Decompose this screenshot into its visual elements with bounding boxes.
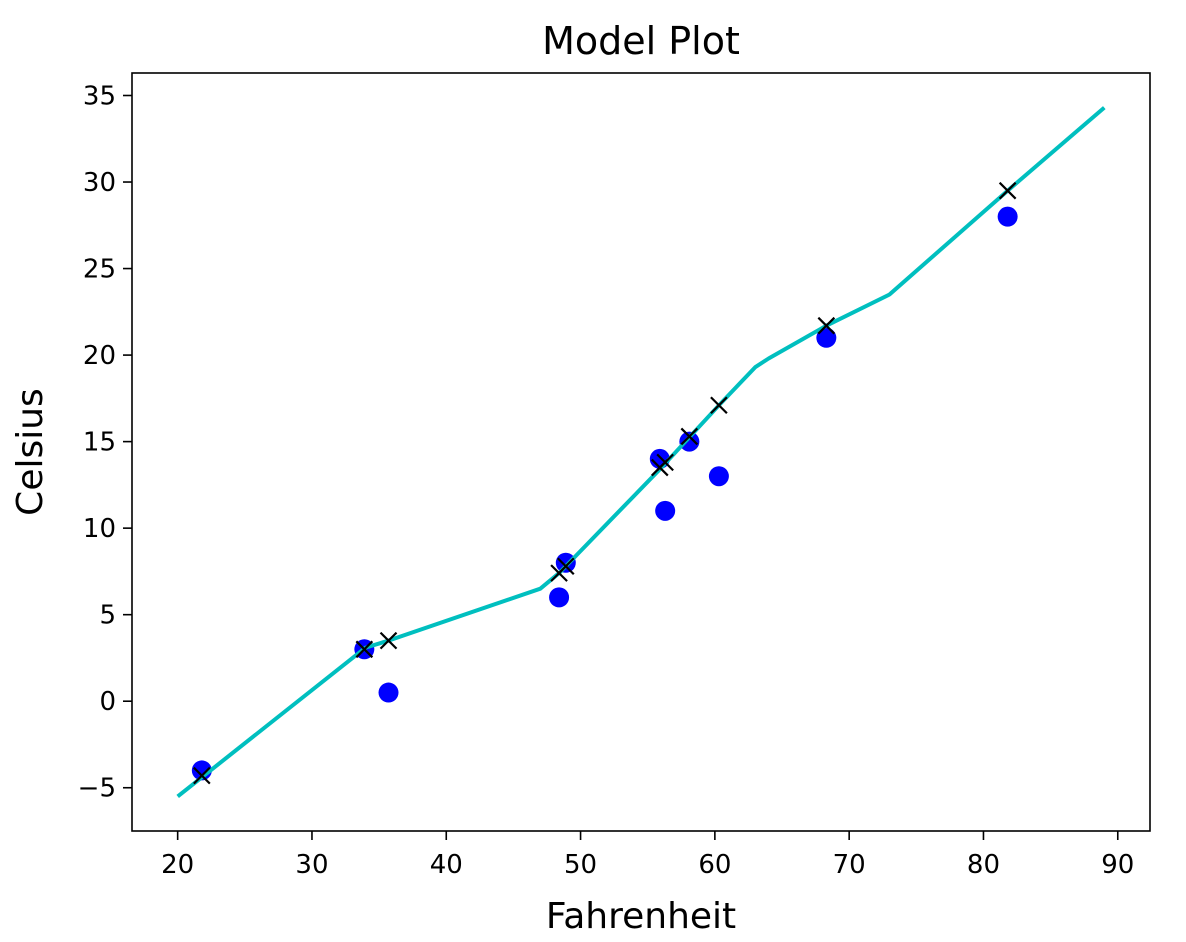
data-point-circle xyxy=(549,587,570,608)
prediction-x-marker xyxy=(710,396,728,415)
data-point-circle xyxy=(816,327,837,348)
plot-content xyxy=(176,106,1106,798)
prediction-x-marker xyxy=(656,453,674,472)
prediction-x-marker xyxy=(680,427,699,446)
y-tick-label: 5 xyxy=(99,601,116,631)
y-tick-label: 10 xyxy=(83,514,116,544)
data-point-circle xyxy=(555,552,576,573)
x-axis-label: Fahrenheit xyxy=(546,896,736,937)
x-axis-ticks: 20 30 40 50 60 70 80 90 xyxy=(161,831,1134,880)
x-tick-label: 30 xyxy=(295,850,328,880)
prediction-x-marker xyxy=(193,766,211,785)
x-tick-label: 60 xyxy=(698,850,731,880)
data-point-circle xyxy=(997,206,1018,227)
y-tick-label: 0 xyxy=(99,687,116,717)
data-point-circle xyxy=(679,431,700,452)
data-point-circle xyxy=(378,682,399,703)
x-tick-label: 50 xyxy=(564,850,597,880)
data-point-circle xyxy=(655,500,676,521)
prediction-x-marker xyxy=(557,557,575,575)
y-axis-ticks: −5 0 5 10 15 20 25 30 35 xyxy=(78,81,132,804)
prediction-x-marker xyxy=(355,640,374,659)
y-tick-label: −5 xyxy=(78,774,116,804)
y-tick-label: 15 xyxy=(83,428,116,458)
x-tick-label: 40 xyxy=(430,850,463,880)
x-tick-label: 70 xyxy=(833,850,866,880)
chart-title: Model Plot xyxy=(542,19,740,63)
x-tick-label: 80 xyxy=(967,850,1000,880)
prediction-x-marker xyxy=(998,181,1017,200)
x-tick-label: 20 xyxy=(161,850,194,880)
prediction-x-marker xyxy=(817,316,836,335)
prediction-x-marker xyxy=(379,631,398,650)
x-tick-label: 90 xyxy=(1101,850,1134,880)
plot-frame xyxy=(131,72,1151,832)
data-point-circle xyxy=(708,466,729,487)
y-tick-label: 25 xyxy=(83,255,116,285)
y-tick-label: 20 xyxy=(83,341,116,371)
y-tick-label: 30 xyxy=(83,168,116,198)
y-tick-label: 35 xyxy=(83,81,116,111)
y-axis-label: Celsius xyxy=(10,388,51,516)
